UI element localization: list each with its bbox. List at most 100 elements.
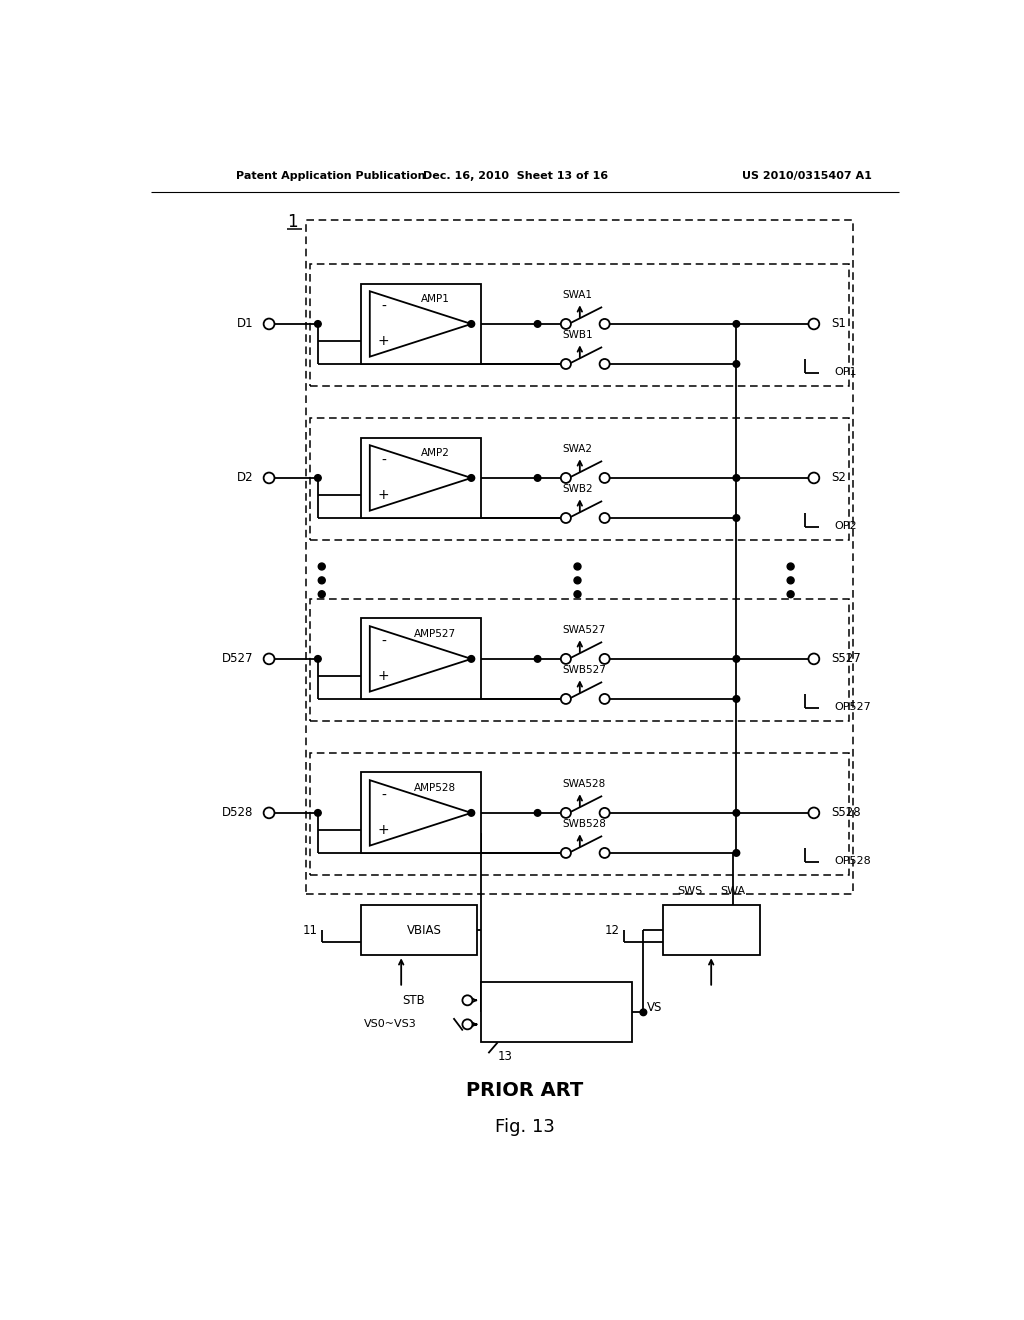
Text: STB: STB [402, 994, 425, 1007]
Bar [310, 264, 849, 385]
Circle shape [561, 359, 570, 368]
Text: SWA: SWA [720, 887, 745, 896]
Bar [306, 220, 853, 894]
Text: VBIAS: VBIAS [407, 924, 442, 937]
Text: AMP1: AMP1 [421, 294, 450, 304]
Text: D528: D528 [222, 807, 254, 820]
Circle shape [733, 515, 739, 521]
Text: VS: VS [647, 1001, 663, 1014]
Circle shape [314, 475, 322, 482]
Circle shape [640, 1008, 647, 1015]
Circle shape [468, 321, 475, 327]
Bar [360, 906, 477, 956]
Circle shape [463, 995, 472, 1005]
Text: SWA2: SWA2 [562, 444, 592, 454]
Text: D1: D1 [237, 317, 254, 330]
Bar [480, 982, 632, 1043]
Text: +: + [378, 669, 389, 682]
Circle shape [561, 319, 570, 329]
Circle shape [733, 850, 739, 857]
Bar [310, 418, 849, 540]
Text: SWA527: SWA527 [562, 624, 605, 635]
Circle shape [314, 809, 322, 816]
Bar [663, 906, 760, 956]
Circle shape [318, 577, 326, 583]
Circle shape [809, 808, 818, 817]
Bar [360, 772, 480, 853]
Circle shape [561, 655, 570, 663]
Text: 13: 13 [498, 1049, 513, 1063]
Text: SWA528: SWA528 [562, 779, 605, 788]
Circle shape [561, 694, 570, 704]
Text: 11: 11 [303, 924, 317, 937]
Text: -: - [381, 635, 386, 649]
Text: S528: S528 [830, 807, 860, 820]
Text: OP2: OP2 [834, 520, 857, 531]
Circle shape [809, 319, 818, 329]
Text: VS0~VS3: VS0~VS3 [365, 1019, 417, 1030]
Bar [310, 599, 849, 721]
Text: SWB2: SWB2 [562, 483, 593, 494]
Circle shape [468, 809, 475, 816]
Text: 12: 12 [605, 924, 621, 937]
Text: OP528: OP528 [834, 855, 870, 866]
Text: Fig. 13: Fig. 13 [495, 1118, 555, 1137]
Text: S1: S1 [830, 317, 846, 330]
Circle shape [561, 474, 570, 482]
Circle shape [600, 809, 609, 817]
Circle shape [600, 359, 609, 368]
Circle shape [468, 475, 475, 482]
Text: -: - [381, 789, 386, 803]
Circle shape [264, 319, 273, 329]
Bar [360, 437, 480, 519]
Text: PRIOR ART: PRIOR ART [466, 1081, 584, 1100]
Circle shape [318, 591, 326, 598]
Circle shape [787, 591, 795, 598]
Circle shape [733, 321, 739, 327]
Circle shape [264, 808, 273, 817]
Circle shape [733, 696, 739, 702]
Text: AMP527: AMP527 [414, 628, 456, 639]
Circle shape [600, 513, 609, 523]
Circle shape [787, 577, 795, 583]
Circle shape [733, 809, 739, 816]
Text: US 2010/0315407 A1: US 2010/0315407 A1 [742, 172, 872, 181]
Bar [360, 619, 480, 700]
Circle shape [561, 849, 570, 857]
Circle shape [264, 473, 273, 483]
Bar [360, 284, 480, 364]
Text: SWS: SWS [677, 887, 702, 896]
Text: SWB527: SWB527 [562, 665, 606, 675]
Bar [310, 752, 849, 875]
Text: OP1: OP1 [834, 367, 856, 376]
Circle shape [561, 809, 570, 817]
Circle shape [535, 475, 541, 482]
Text: OP527: OP527 [834, 702, 870, 711]
Circle shape [809, 473, 818, 483]
Circle shape [463, 1020, 472, 1028]
Circle shape [600, 655, 609, 663]
Circle shape [468, 656, 475, 663]
Text: S527: S527 [830, 652, 861, 665]
Circle shape [574, 591, 581, 598]
Text: -: - [381, 454, 386, 469]
Circle shape [600, 694, 609, 704]
Text: Dec. 16, 2010  Sheet 13 of 16: Dec. 16, 2010 Sheet 13 of 16 [423, 172, 608, 181]
Text: S2: S2 [830, 471, 846, 484]
Circle shape [787, 564, 795, 570]
Circle shape [733, 475, 739, 482]
Circle shape [600, 319, 609, 329]
Text: +: + [378, 822, 389, 837]
Text: AMP2: AMP2 [421, 447, 450, 458]
Text: SWA1: SWA1 [562, 289, 592, 300]
Circle shape [733, 656, 739, 663]
Circle shape [535, 809, 541, 816]
Text: SWB1: SWB1 [562, 330, 593, 339]
Circle shape [535, 321, 541, 327]
Circle shape [600, 849, 609, 857]
Circle shape [561, 513, 570, 523]
Text: D2: D2 [237, 471, 254, 484]
Circle shape [314, 321, 322, 327]
Text: D527: D527 [222, 652, 254, 665]
Text: Patent Application Publication: Patent Application Publication [237, 172, 426, 181]
